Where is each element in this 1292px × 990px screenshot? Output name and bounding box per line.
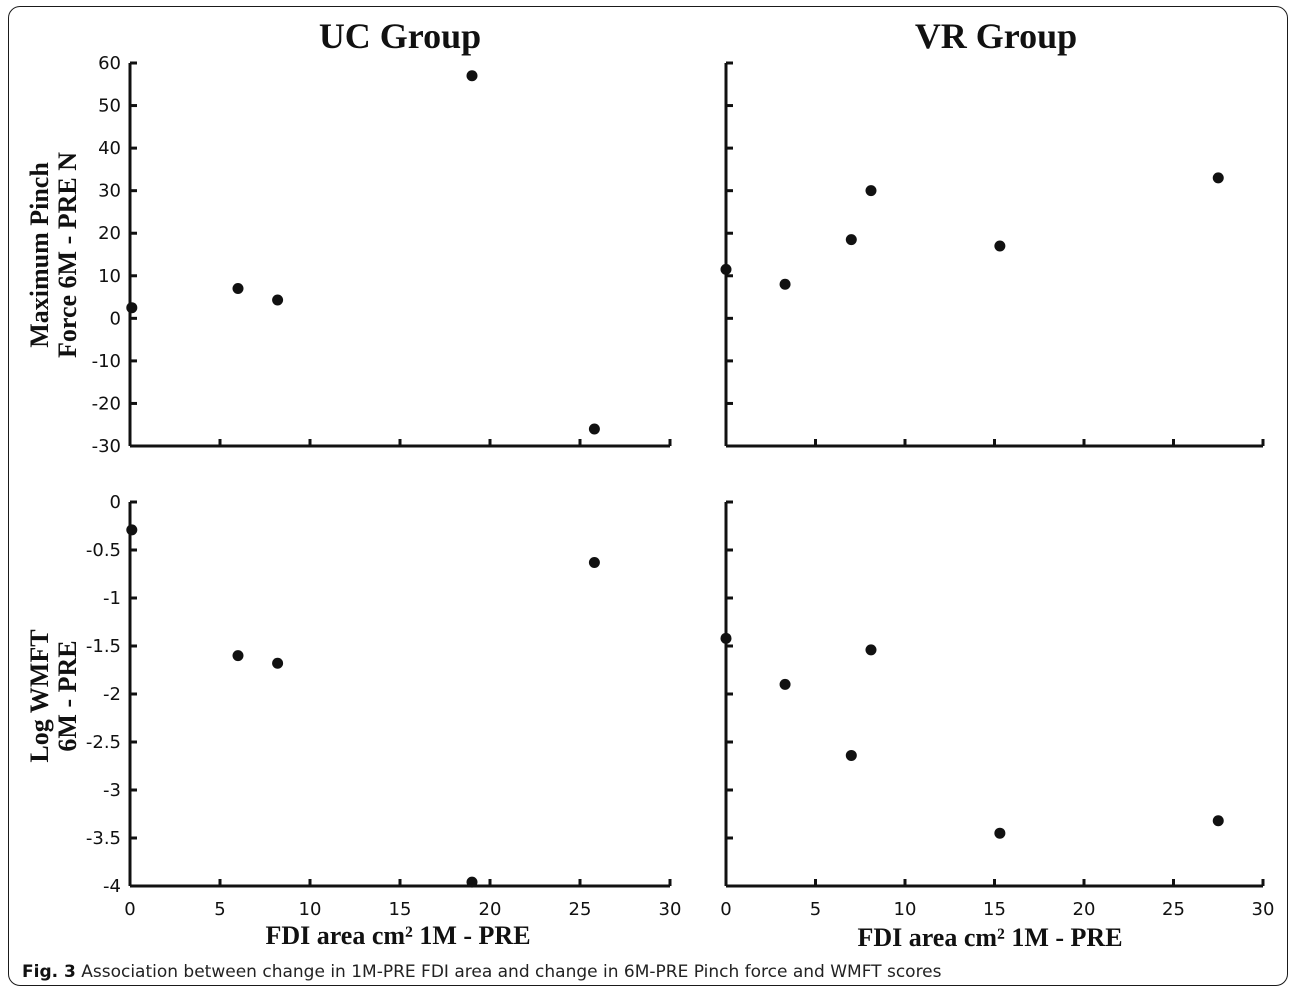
vr-x-axis-label: FDI area cm² 1M - PRE <box>857 923 1122 952</box>
uc-x-axis-label: FDI area cm² 1M - PRE <box>265 921 530 950</box>
uc_wmft-y-tick-label: -4 <box>103 876 121 897</box>
uc_pinch-y-tick-label: 40 <box>98 138 121 159</box>
uc_wmft-y-tick-label: -2 <box>103 684 121 705</box>
uc_pinch-y-tick-label: 30 <box>98 181 121 202</box>
vr_wmft-data-point <box>865 644 877 656</box>
uc_wmft-data-point <box>232 650 244 662</box>
uc-pinch-scatter-panel: -30 -20 -10 0 10 20 30 40 50 60 <box>92 53 672 457</box>
uc-wmft-scatter-panel: -4 -3.5 -3 -2.5 -2 -1.5 -1 -0.5 0 0 5 10 15 20 25 30 <box>86 492 682 920</box>
vr_wmft-x-tick-label: 30 <box>1252 899 1275 920</box>
uc_wmft-x-tick-label: 10 <box>299 899 322 920</box>
wmft-y-label-line2: 6M - PRE <box>53 640 82 751</box>
uc_wmft-x-tick-label: 20 <box>479 899 502 920</box>
vr_wmft-x-tick-label: 25 <box>1162 899 1185 920</box>
uc_wmft-x-tick-label: 15 <box>389 899 412 920</box>
uc_pinch-y-tick-label: 0 <box>110 308 121 329</box>
vr_wmft-x-tick-label: 15 <box>983 899 1006 920</box>
vr_pinch-data-point <box>865 185 877 197</box>
vr_wmft-x-tick-label: 0 <box>720 899 731 920</box>
uc_pinch-y-tick-label: 10 <box>98 266 121 287</box>
uc_pinch-data-point <box>466 70 478 82</box>
vr_wmft-data-point <box>779 678 791 690</box>
uc_pinch-y-tick-label: 50 <box>98 96 121 117</box>
vr_wmft-data-point <box>845 749 857 761</box>
uc-group-title: UC Group <box>319 16 481 56</box>
vr_wmft-data-point <box>1212 815 1224 827</box>
uc_pinch-y-tick-label: 20 <box>98 223 121 244</box>
uc_pinch-y-tick-label: -30 <box>92 436 121 457</box>
uc_wmft-data-point <box>588 556 600 568</box>
vr-wmft-scatter-panel: 0 5 10 15 20 25 30 <box>720 500 1275 920</box>
pinch-y-label-line2: Force 6M - PRE N <box>53 152 82 358</box>
uc_wmft-y-tick-label: -3 <box>103 780 121 801</box>
uc_pinch-data-point <box>232 283 244 295</box>
uc_pinch-data-point <box>588 423 600 435</box>
vr_wmft-x-tick-label: 10 <box>894 899 917 920</box>
uc_wmft-data-point <box>466 876 478 888</box>
pinch-y-axis-label: Maximum Pinch Force 6M - PRE N <box>25 152 82 358</box>
uc_wmft-y-tick-label: -3.5 <box>86 828 121 849</box>
uc_wmft-y-tick-label: -1.5 <box>86 636 121 657</box>
vr_wmft-x-tick-label: 5 <box>810 899 821 920</box>
pinch-y-label-line1: Maximum Pinch <box>25 162 54 348</box>
figure-caption: Fig. 3 Association between change in 1M-… <box>22 962 942 982</box>
vr-group-title: VR Group <box>915 16 1077 56</box>
vr_pinch-data-point <box>1212 172 1224 184</box>
vr_wmft-data-point <box>720 632 732 644</box>
uc_wmft-y-tick-label: 0 <box>110 492 121 513</box>
uc_wmft-data-point <box>272 657 284 669</box>
wmft-y-axis-label: Log WMFT 6M - PRE <box>25 629 82 762</box>
caption-lead: Fig. 3 <box>22 962 76 982</box>
vr-pinch-scatter-panel <box>720 61 1265 448</box>
vr_pinch-data-point <box>845 234 857 246</box>
uc_wmft-x-tick-label: 30 <box>659 899 682 920</box>
uc_pinch-data-point <box>272 294 284 306</box>
vr_wmft-x-tick-label: 20 <box>1073 899 1096 920</box>
uc_wmft-y-tick-label: -0.5 <box>86 540 121 561</box>
uc_wmft-y-tick-label: -1 <box>103 588 121 609</box>
vr_wmft-data-point <box>994 827 1006 839</box>
figure-frame <box>8 6 1288 986</box>
uc_wmft-data-point <box>126 524 138 536</box>
wmft-y-label-line1: Log WMFT <box>25 629 54 762</box>
uc_pinch-y-tick-label: -10 <box>92 351 121 372</box>
uc_wmft-x-tick-label: 5 <box>214 899 225 920</box>
uc_pinch-y-tick-label: 60 <box>98 53 121 74</box>
vr_pinch-data-point <box>720 263 732 275</box>
caption-text: Association between change in 1M-PRE FDI… <box>75 962 942 982</box>
uc_pinch-data-point <box>126 302 138 314</box>
vr_pinch-data-point <box>994 240 1006 252</box>
uc_wmft-x-tick-label: 0 <box>124 899 135 920</box>
uc_wmft-y-tick-label: -2.5 <box>86 732 121 753</box>
uc_wmft-x-tick-label: 25 <box>569 899 592 920</box>
vr_pinch-data-point <box>779 278 791 290</box>
uc_pinch-y-tick-label: -20 <box>92 393 121 414</box>
